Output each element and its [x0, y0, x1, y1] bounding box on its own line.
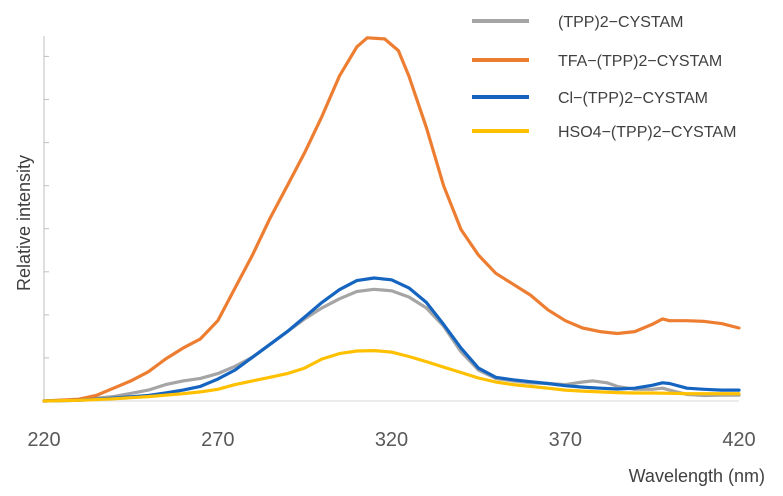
- legend-label-3: HSO4−(TPP)2−CYSTAM: [558, 124, 736, 141]
- legend-label-2: Cl−(TPP)2−CYSTAM: [558, 90, 708, 107]
- y-axis-ticks: [44, 55, 49, 402]
- series-line-2: [42, 276, 741, 403]
- x-axis-label: Wavelength (nm): [629, 466, 765, 486]
- x-axis-tick-labels: 220 270 320 370 420: [27, 429, 755, 451]
- x-tick-label-370: 370: [549, 429, 582, 451]
- x-tick-label-270: 270: [201, 429, 234, 451]
- series-lines: [42, 36, 741, 403]
- x-tick-label-320: 320: [375, 429, 408, 451]
- legend-label-1: TFA−(TPP)2−CYSTAM: [558, 53, 722, 70]
- series-line-1: [42, 36, 741, 403]
- series-line-0: [42, 287, 741, 403]
- y-axis-label: Relative intensity: [14, 155, 34, 291]
- x-tick-label-220: 220: [27, 429, 60, 451]
- chart-legend: (TPP)2−CYSTAM TFA−(TPP)2−CYSTAM Cl−(TPP)2−…: [472, 14, 736, 141]
- series-line-3: [42, 349, 741, 403]
- x-tick-label-420: 420: [722, 429, 755, 451]
- legend-label-0: (TPP)2−CYSTAM: [558, 14, 684, 31]
